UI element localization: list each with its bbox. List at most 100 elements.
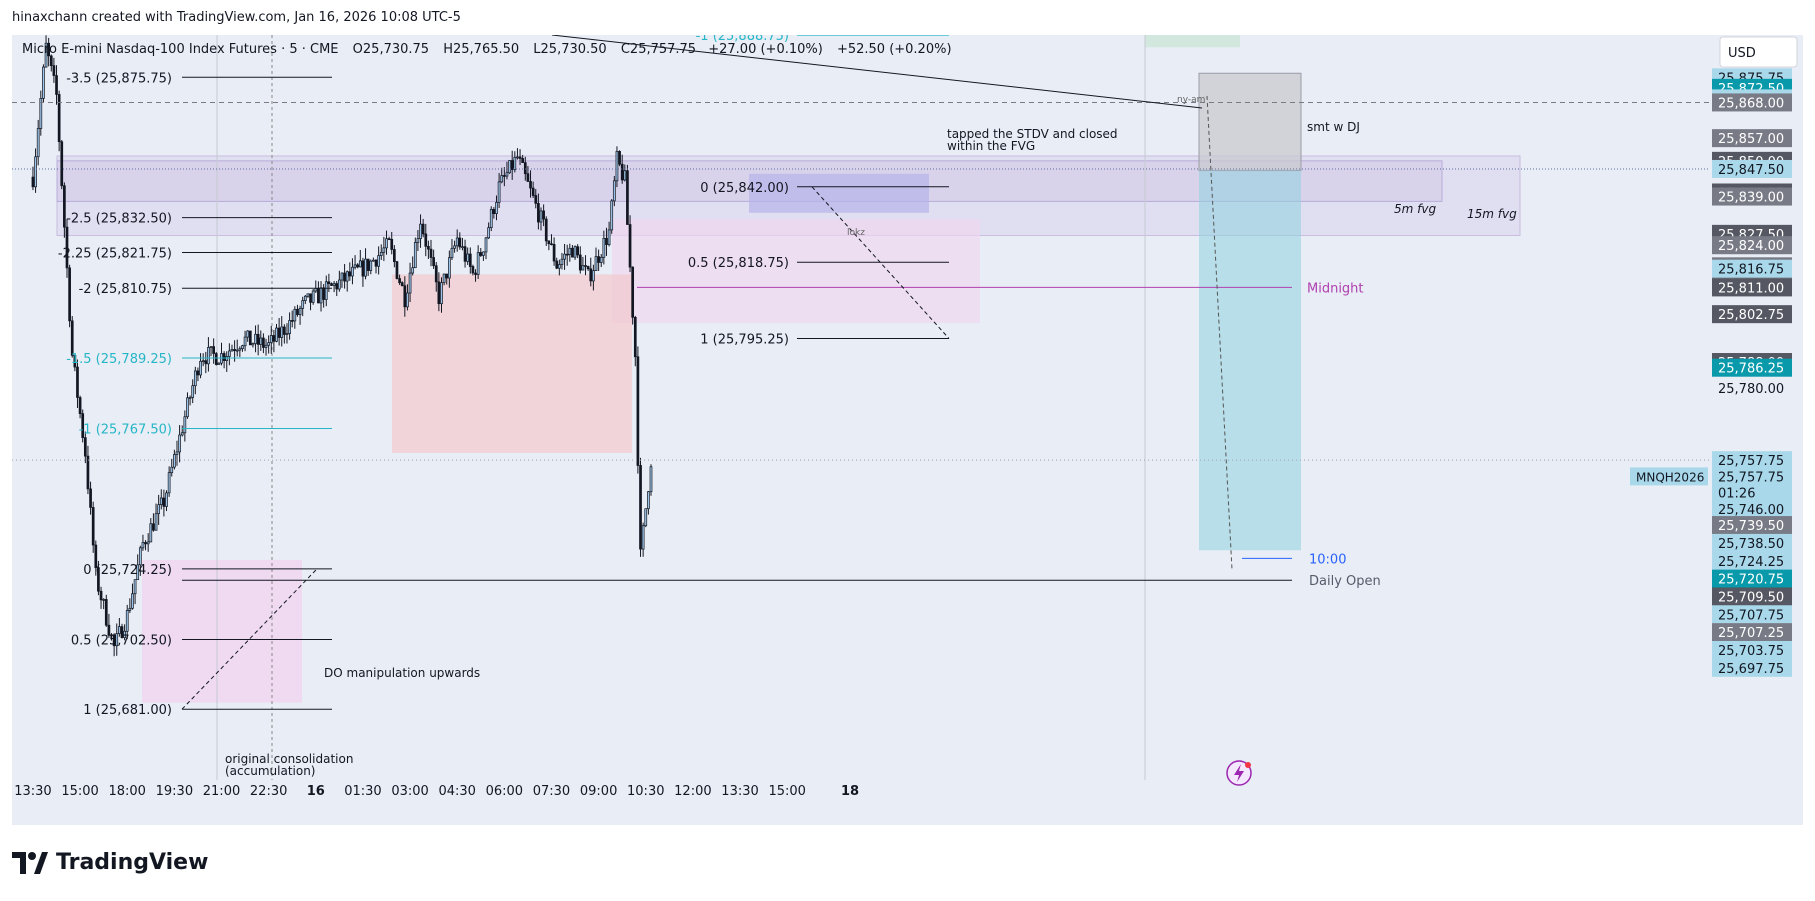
candle-body — [605, 237, 608, 245]
dashed-diagonal-mid[interactable] — [811, 186, 950, 339]
candle-body — [364, 258, 367, 277]
candle-body — [91, 507, 95, 546]
candle — [201, 353, 205, 367]
price-axis[interactable]: 25,875.7525,872.5025,869.2525,868.0025,8… — [1630, 35, 1803, 803]
candle — [440, 277, 443, 313]
candle — [471, 264, 475, 276]
price-label[interactable]: 25,707.75 — [1712, 605, 1792, 624]
zone-red-box[interactable] — [392, 274, 632, 453]
alert-icon[interactable] — [1226, 760, 1252, 786]
candle-body — [351, 266, 354, 277]
price-label[interactable]: 25,724.25 — [1712, 551, 1792, 570]
chart-frame[interactable]: -4 (25,897.50)-3.5 (25,875.75)-2.5 (25,8… — [12, 35, 1803, 825]
dashed-diagonal[interactable] — [181, 568, 318, 710]
price-label-text: 25,697.75 — [1718, 662, 1784, 677]
candle — [306, 293, 310, 298]
price-label[interactable]: 25,868.00 — [1712, 93, 1792, 112]
candle — [204, 351, 208, 374]
candle-body — [81, 413, 85, 438]
candle — [141, 534, 145, 551]
price-label[interactable]: 25,780.00 — [1718, 382, 1784, 397]
candle-body — [395, 261, 399, 279]
candle — [39, 90, 43, 136]
candle-body — [298, 308, 302, 315]
candle-body — [285, 333, 289, 335]
candle — [392, 245, 396, 268]
time-axis[interactable]: 13:30 15:00 18:00 19:30 21:00 22:30 16 01:30 03:… — [12, 781, 1709, 803]
candle — [345, 270, 349, 292]
candle-body — [52, 65, 56, 76]
candle-body — [618, 151, 621, 165]
symbol-tag[interactable]: MNQH2026 — [1630, 467, 1708, 486]
note-consolidation-2: (accumulation) — [225, 764, 316, 778]
tradingview-logo[interactable]: TradingView — [12, 850, 208, 875]
drawings-layer[interactable]: -4 (25,897.50)-3.5 (25,875.75)-2.5 (25,8… — [12, 35, 1709, 778]
price-label[interactable]: 01:26 — [1712, 483, 1792, 502]
price-label[interactable]: 25,738.50 — [1712, 533, 1792, 552]
candle-body — [65, 226, 69, 269]
zone-teal-position[interactable] — [1199, 170, 1301, 551]
price-label[interactable]: 25,697.75 — [1712, 658, 1792, 677]
price-label[interactable]: 25,839.00 — [1712, 187, 1792, 206]
time-axis-bg — [12, 781, 1709, 803]
fib-mid-label: 0 (25,842.00) — [700, 181, 789, 196]
trend-line[interactable] — [551, 35, 1203, 109]
price-label-text: 25,707.75 — [1718, 608, 1784, 623]
symbol-low: L25,730.50 — [533, 42, 606, 57]
zone-ny-am[interactable] — [1145, 35, 1240, 48]
candle-body — [165, 492, 168, 507]
price-label[interactable]: 25,757.75 — [1712, 451, 1792, 470]
price-label[interactable]: 25,786.25 — [1712, 358, 1792, 377]
price-label[interactable]: 25,811.00 — [1712, 278, 1792, 297]
candle-body — [597, 256, 600, 263]
candle — [230, 344, 234, 352]
note-do-manipulation: DO manipulation upwards — [324, 666, 480, 680]
candle-body — [453, 245, 456, 249]
price-label[interactable]: 25,802.75 — [1712, 305, 1792, 324]
price-label[interactable]: 25,816.75 — [1712, 259, 1792, 278]
plot-area[interactable]: -4 (25,897.50)-3.5 (25,875.75)-2.5 (25,8… — [12, 35, 1709, 780]
zone-consolidation[interactable] — [142, 559, 302, 703]
candle-body — [424, 233, 428, 247]
price-label[interactable]: 25,739.50 — [1712, 516, 1792, 535]
price-label[interactable]: 25,703.75 — [1712, 640, 1792, 659]
price-label[interactable]: 25,857.00 — [1712, 129, 1792, 148]
price-label-bg — [1712, 533, 1792, 552]
zone-lokz[interactable] — [749, 173, 929, 213]
price-label-text: 25,738.50 — [1718, 537, 1784, 552]
candle-body — [633, 316, 637, 358]
candle — [107, 613, 111, 638]
candle — [165, 490, 168, 512]
candle — [487, 222, 490, 240]
chart-svg[interactable]: -4 (25,897.50)-3.5 (25,875.75)-2.5 (25,8… — [12, 35, 1803, 825]
currency-box[interactable]: USD — [1719, 36, 1798, 68]
price-label[interactable]: 25,847.50 — [1712, 159, 1792, 178]
price-label[interactable]: 25,824.00 — [1712, 236, 1792, 255]
price-label[interactable]: 25,746.00 — [1712, 499, 1792, 518]
candle — [568, 243, 572, 262]
candle-body — [254, 333, 257, 344]
zone-asia-box[interactable] — [612, 219, 980, 324]
candle-body — [272, 335, 276, 342]
candle-body — [586, 266, 590, 270]
candle-body — [544, 218, 548, 242]
candle-body — [196, 370, 200, 376]
price-label[interactable]: 25,707.25 — [1712, 623, 1792, 642]
candle — [482, 251, 485, 261]
candle-body — [437, 281, 441, 305]
candle — [403, 276, 407, 317]
zone-gray-box[interactable] — [1198, 72, 1302, 172]
candle — [649, 464, 653, 496]
candle — [476, 245, 480, 279]
candle-body — [547, 240, 551, 245]
candle-body — [144, 542, 147, 545]
candle — [52, 57, 56, 83]
candle — [612, 176, 616, 207]
candle — [125, 604, 129, 640]
candle — [338, 270, 341, 292]
candle — [406, 284, 409, 311]
price-label[interactable]: 25,757.75 — [1712, 467, 1792, 486]
price-label[interactable]: 25,720.75 — [1712, 569, 1792, 588]
dashed-arrow[interactable] — [1206, 95, 1233, 570]
price-label[interactable]: 25,709.50 — [1712, 587, 1792, 606]
